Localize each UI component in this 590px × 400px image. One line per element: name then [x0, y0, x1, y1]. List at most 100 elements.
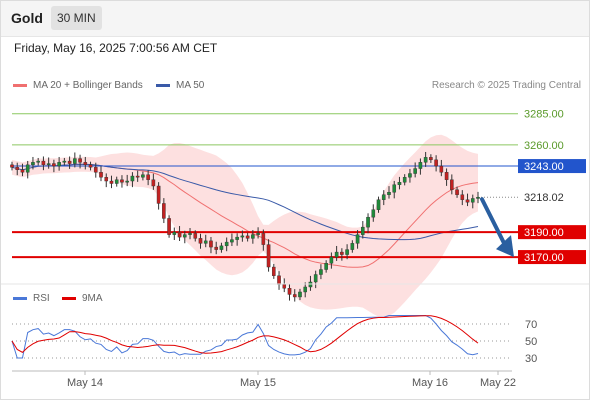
candle-body — [434, 159, 438, 167]
candle-body — [240, 235, 245, 238]
candle-body — [277, 275, 281, 285]
candle-body — [125, 180, 129, 183]
rsi-tick-50: 50 — [525, 336, 537, 348]
instrument-name: Gold — [11, 10, 43, 26]
candle-body — [450, 179, 454, 190]
timeframe-button[interactable]: 30 MIN — [51, 6, 102, 30]
bollinger-band — [12, 134, 478, 318]
candle-body — [146, 174, 150, 180]
candle-body — [135, 175, 140, 178]
candle-body — [402, 177, 407, 183]
legend-rsi: RSI — [13, 293, 50, 304]
candle-body — [209, 240, 213, 248]
level-3170-00-tag — [518, 250, 586, 265]
rsi-ma-line — [11, 315, 479, 354]
candle-body — [455, 189, 459, 195]
rsi-swatch — [13, 297, 27, 300]
legend-ma50: MA 50 — [156, 80, 204, 91]
candle-body — [366, 216, 370, 228]
candle-body — [429, 157, 433, 161]
level-3285-00-label: 3285.00 — [524, 109, 564, 121]
candle-body — [78, 158, 82, 163]
candle-body — [476, 197, 480, 199]
ma50-swatch — [156, 84, 170, 87]
candle-body — [57, 162, 61, 167]
candle-body — [219, 245, 224, 250]
candle-body — [62, 160, 67, 163]
candle-body — [52, 163, 56, 167]
candle-body — [93, 167, 98, 173]
level-3170-00-label: 3170.00 — [524, 252, 564, 264]
copyright-text: Research © 2025 Trading Central — [431, 80, 581, 91]
level-3218-02-tag — [518, 190, 586, 205]
candle-body — [408, 173, 412, 178]
chart-datetime: Friday, May 16, 2025 7:00:56 AM CET — [14, 41, 218, 55]
candle-body — [460, 194, 465, 200]
candle-body — [324, 263, 328, 270]
candle-body — [10, 164, 14, 168]
candle-body — [172, 231, 177, 235]
level-3190-00-tag — [518, 225, 586, 240]
candle-body — [188, 233, 192, 235]
legend-rsi-label: RSI — [33, 293, 50, 304]
candle-body — [73, 158, 77, 164]
top-bar: Gold 30 MIN — [0, 0, 590, 37]
candle-body — [376, 199, 381, 210]
candle-body — [99, 172, 103, 178]
candle-body — [397, 182, 402, 185]
candle-body — [329, 256, 334, 264]
candle-body — [25, 164, 30, 173]
time-label: May 22 — [480, 377, 516, 389]
candle-body — [141, 174, 145, 178]
candle-body — [88, 164, 93, 168]
rsi-tick-30: 30 — [525, 353, 537, 365]
level-3190-00-label: 3190.00 — [524, 227, 564, 239]
candle-body — [387, 192, 391, 195]
candle-body — [214, 246, 219, 250]
candle-body — [340, 251, 344, 255]
candle-body — [381, 194, 386, 200]
candle-body — [104, 177, 109, 182]
candle-body — [470, 198, 475, 203]
candle-body — [224, 241, 229, 247]
candle-body — [193, 233, 198, 239]
candle-body — [287, 288, 292, 295]
candle-body — [266, 244, 271, 268]
candle-body — [83, 162, 88, 166]
candle-body — [46, 163, 51, 166]
candle-body — [350, 243, 355, 250]
candle-body — [114, 179, 119, 184]
candle-body — [256, 233, 260, 235]
candle-body — [203, 240, 208, 244]
legend-ma50-label: MA 50 — [176, 80, 205, 91]
time-label: May 15 — [240, 377, 276, 389]
candle-body — [313, 274, 318, 283]
candle-body — [334, 251, 339, 258]
rsi-ma-swatch — [62, 297, 76, 300]
candle-body — [167, 218, 171, 235]
candle-body — [413, 168, 417, 174]
level-3243-00-tag — [518, 159, 586, 174]
candle-body — [198, 238, 203, 244]
ma20-swatch — [13, 84, 27, 87]
candle-body — [109, 180, 114, 184]
candle-body — [41, 160, 46, 166]
candle-body — [162, 203, 166, 219]
candle-body — [245, 235, 250, 239]
candle-body — [230, 239, 234, 243]
candle-body — [465, 199, 470, 203]
forecast-arrow-head — [496, 235, 514, 258]
candle-body — [371, 209, 376, 218]
candle-body — [345, 249, 349, 255]
candle-body — [130, 175, 135, 182]
rsi-line — [11, 315, 479, 359]
candle-body — [156, 185, 161, 204]
rsi-tick-70: 70 — [525, 319, 537, 331]
candle-body — [20, 169, 25, 173]
legend-ma20-label: MA 20 + Bollinger Bands — [33, 80, 143, 91]
candle-body — [444, 172, 449, 180]
candle-body — [251, 234, 255, 239]
candle-body — [235, 236, 239, 240]
time-label: May 16 — [412, 377, 448, 389]
